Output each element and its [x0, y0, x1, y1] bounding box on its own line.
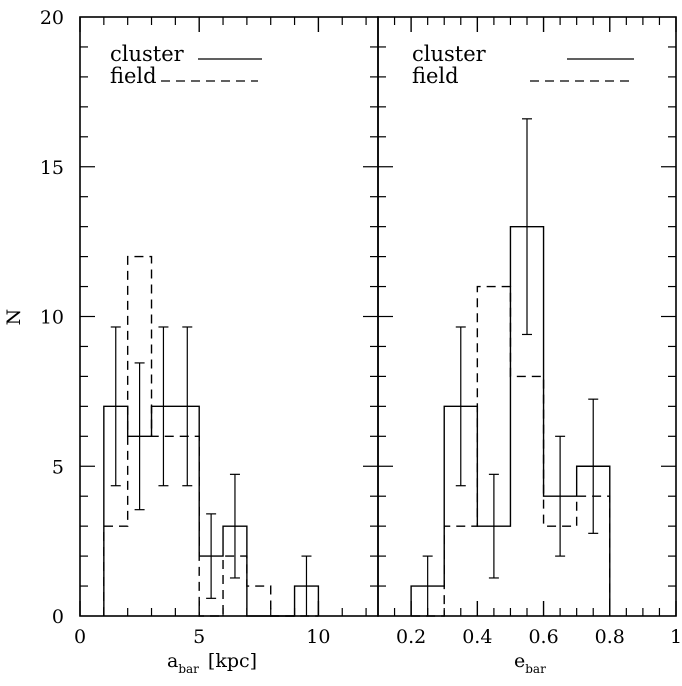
y-tick-label: 0 — [52, 606, 64, 628]
y-axis-label: N — [3, 309, 25, 326]
axis-ticks — [79, 17, 677, 616]
x-tick-label: 0.6 — [528, 626, 558, 648]
x-tick-label: 0.8 — [595, 626, 625, 648]
x-axis-label-left: abar [kpc] — [167, 650, 257, 676]
x-axis-label-left-sub: bar — [178, 662, 199, 676]
y-tick-label: 10 — [40, 307, 64, 329]
x-tick-label: 0 — [74, 626, 86, 648]
error-bars — [110, 118, 599, 616]
legend-label-cluster: cluster — [110, 42, 185, 66]
y-tick-label: 20 — [40, 7, 64, 29]
tick-labels: 0 5 10 0 5 10 15 20 0.2 0.4 0.6 0.8 1 — [40, 7, 682, 648]
y-tick-label: 5 — [52, 456, 64, 478]
x-tick-label: 1 — [670, 626, 682, 648]
x-axis-label-right: ebar — [514, 650, 546, 676]
x-tick-label: 5 — [193, 626, 205, 648]
x-axis-label-left-main: a — [167, 650, 178, 672]
y-tick-label: 15 — [40, 157, 64, 179]
x-tick-label: 10 — [306, 626, 330, 648]
histogram-bars — [103, 225, 611, 617]
histogram-cluster — [410, 225, 611, 616]
histogram-field — [103, 255, 319, 617]
legend-label-cluster: cluster — [412, 42, 487, 66]
histogram-field — [411, 285, 611, 617]
legend-label-field: field — [412, 64, 459, 88]
x-axis-label-right-main: e — [514, 650, 525, 672]
x-axis-label-right-sub: bar — [525, 662, 546, 676]
x-axis-label-left-unit: [kpc] — [208, 650, 257, 672]
legend-label-field: field — [110, 64, 157, 88]
x-tick-label: 0.4 — [462, 626, 492, 648]
x-tick-label: 0.2 — [396, 626, 426, 648]
